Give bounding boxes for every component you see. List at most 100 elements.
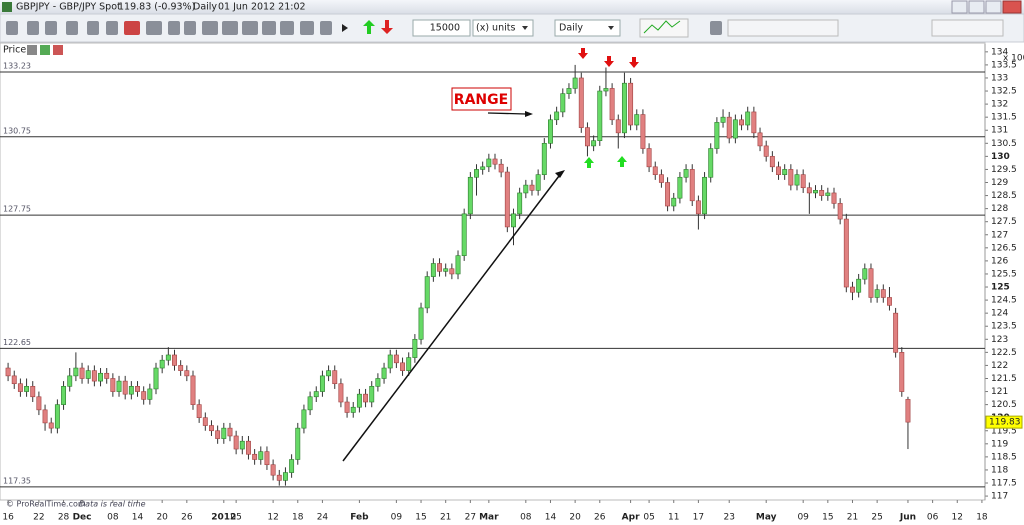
minimize-button[interactable] bbox=[951, 0, 968, 14]
candle-body bbox=[338, 383, 344, 403]
candle-body bbox=[726, 116, 732, 139]
quantity-input[interactable]: 15000 bbox=[412, 19, 471, 37]
window-period: Daily bbox=[193, 2, 217, 13]
candle-body bbox=[48, 422, 54, 429]
close-button[interactable] bbox=[1002, 0, 1022, 14]
level-label: 122.65 bbox=[3, 338, 31, 347]
candle-body bbox=[98, 372, 103, 382]
x-tick-label: 09 bbox=[797, 513, 809, 523]
candle-body bbox=[443, 268, 449, 272]
y-tick-label: 118.5 bbox=[991, 452, 1017, 462]
tool-icons bbox=[6, 20, 393, 35]
candle-body bbox=[363, 393, 369, 403]
candle-body bbox=[381, 367, 387, 379]
play-icon[interactable] bbox=[342, 24, 348, 32]
y-tick-label: 120.5 bbox=[991, 400, 1017, 410]
tool-icon[interactable] bbox=[66, 21, 78, 35]
empty-select[interactable] bbox=[727, 19, 839, 37]
candle-body bbox=[893, 312, 899, 353]
x-tick-label: 22 bbox=[33, 513, 44, 523]
y-tick-label: 127.5 bbox=[991, 217, 1017, 227]
x-tick-label: May bbox=[756, 513, 777, 523]
candle-body bbox=[430, 263, 436, 277]
tool-icon[interactable] bbox=[280, 21, 294, 35]
tool-icon[interactable] bbox=[27, 21, 39, 35]
candle-body bbox=[332, 370, 338, 385]
candle-body bbox=[246, 440, 251, 455]
candle-body bbox=[11, 375, 17, 385]
candle-body bbox=[252, 453, 258, 460]
candle-body bbox=[239, 440, 245, 450]
tool-icon[interactable] bbox=[242, 21, 258, 35]
candle-body bbox=[270, 464, 276, 476]
y-tick-label: 133 bbox=[991, 73, 1008, 83]
maximize-button[interactable] bbox=[968, 0, 985, 14]
candle-body bbox=[295, 427, 301, 460]
candle-body bbox=[541, 143, 547, 175]
x-tick-label: 27 bbox=[465, 513, 476, 523]
window-buttons[interactable] bbox=[951, 0, 1022, 14]
candle-body bbox=[621, 82, 627, 134]
candle-body bbox=[548, 119, 553, 144]
candle-body bbox=[739, 119, 744, 126]
tool-icon[interactable] bbox=[146, 21, 162, 35]
annotation-text: RANGE bbox=[454, 92, 508, 108]
y-tick-label: 131 bbox=[991, 126, 1008, 136]
tool-icon[interactable] bbox=[6, 21, 18, 35]
x-tick-label: 26 bbox=[594, 513, 606, 523]
sell-icon[interactable] bbox=[381, 20, 393, 34]
indicator-button[interactable] bbox=[639, 18, 689, 38]
empty-select[interactable] bbox=[931, 19, 1004, 37]
tool-icon[interactable] bbox=[87, 21, 99, 35]
tool-icon[interactable] bbox=[184, 21, 196, 35]
candle-body bbox=[406, 357, 412, 371]
candle-body bbox=[492, 158, 498, 165]
candle-body bbox=[178, 365, 184, 371]
candle-body bbox=[344, 401, 350, 413]
tool-icon[interactable] bbox=[320, 21, 332, 35]
candle-body bbox=[135, 386, 140, 392]
candle-body bbox=[104, 372, 110, 379]
timeframe-select[interactable]: Daily bbox=[554, 19, 621, 37]
y-tick-label: 123 bbox=[991, 335, 1008, 345]
x-tick-label: 16 bbox=[2, 513, 14, 523]
annotation-arrowhead bbox=[525, 111, 533, 117]
buy-icon[interactable] bbox=[363, 20, 375, 34]
x-tick-label: 2012 bbox=[211, 513, 236, 523]
candle-body bbox=[184, 370, 190, 377]
tool-icon[interactable] bbox=[262, 21, 276, 35]
candle-body bbox=[307, 396, 313, 411]
candle-body bbox=[843, 218, 849, 288]
candle-body bbox=[42, 409, 48, 424]
candle-body bbox=[535, 174, 541, 191]
candle-body bbox=[498, 163, 504, 173]
candle-body bbox=[215, 430, 221, 439]
tool-icon[interactable] bbox=[168, 21, 180, 35]
candle-body bbox=[732, 119, 738, 139]
x-tick-label: 18 bbox=[292, 513, 304, 523]
candle-body bbox=[720, 116, 726, 123]
candle-body bbox=[837, 203, 843, 220]
tool-icon[interactable] bbox=[45, 21, 57, 35]
tool-icon[interactable] bbox=[106, 21, 118, 35]
panel-icon[interactable] bbox=[53, 45, 63, 55]
y-tick-label: 125 bbox=[991, 283, 1010, 293]
units-select[interactable]: (x) units bbox=[472, 19, 534, 37]
tool-icon[interactable] bbox=[202, 21, 218, 35]
tool-icon[interactable] bbox=[300, 21, 314, 35]
tool-icon[interactable] bbox=[124, 21, 140, 35]
tool-icon[interactable] bbox=[222, 21, 238, 35]
timeframe-value: Daily bbox=[559, 23, 583, 34]
level-label: 133.23 bbox=[3, 61, 31, 70]
panel-icon[interactable] bbox=[40, 45, 50, 55]
panel-icon[interactable] bbox=[27, 45, 37, 55]
y-tick-label: 131.5 bbox=[991, 113, 1017, 123]
candle-body bbox=[615, 119, 621, 134]
x-tick-label: 15 bbox=[822, 513, 833, 523]
restore-button[interactable] bbox=[985, 0, 1002, 14]
y-tick-label: 125.5 bbox=[991, 269, 1017, 279]
title-bar bbox=[0, 0, 1024, 14]
up-arrow bbox=[584, 157, 594, 168]
y-tick-label: 130.5 bbox=[991, 139, 1017, 149]
settings-icon[interactable] bbox=[710, 21, 722, 35]
